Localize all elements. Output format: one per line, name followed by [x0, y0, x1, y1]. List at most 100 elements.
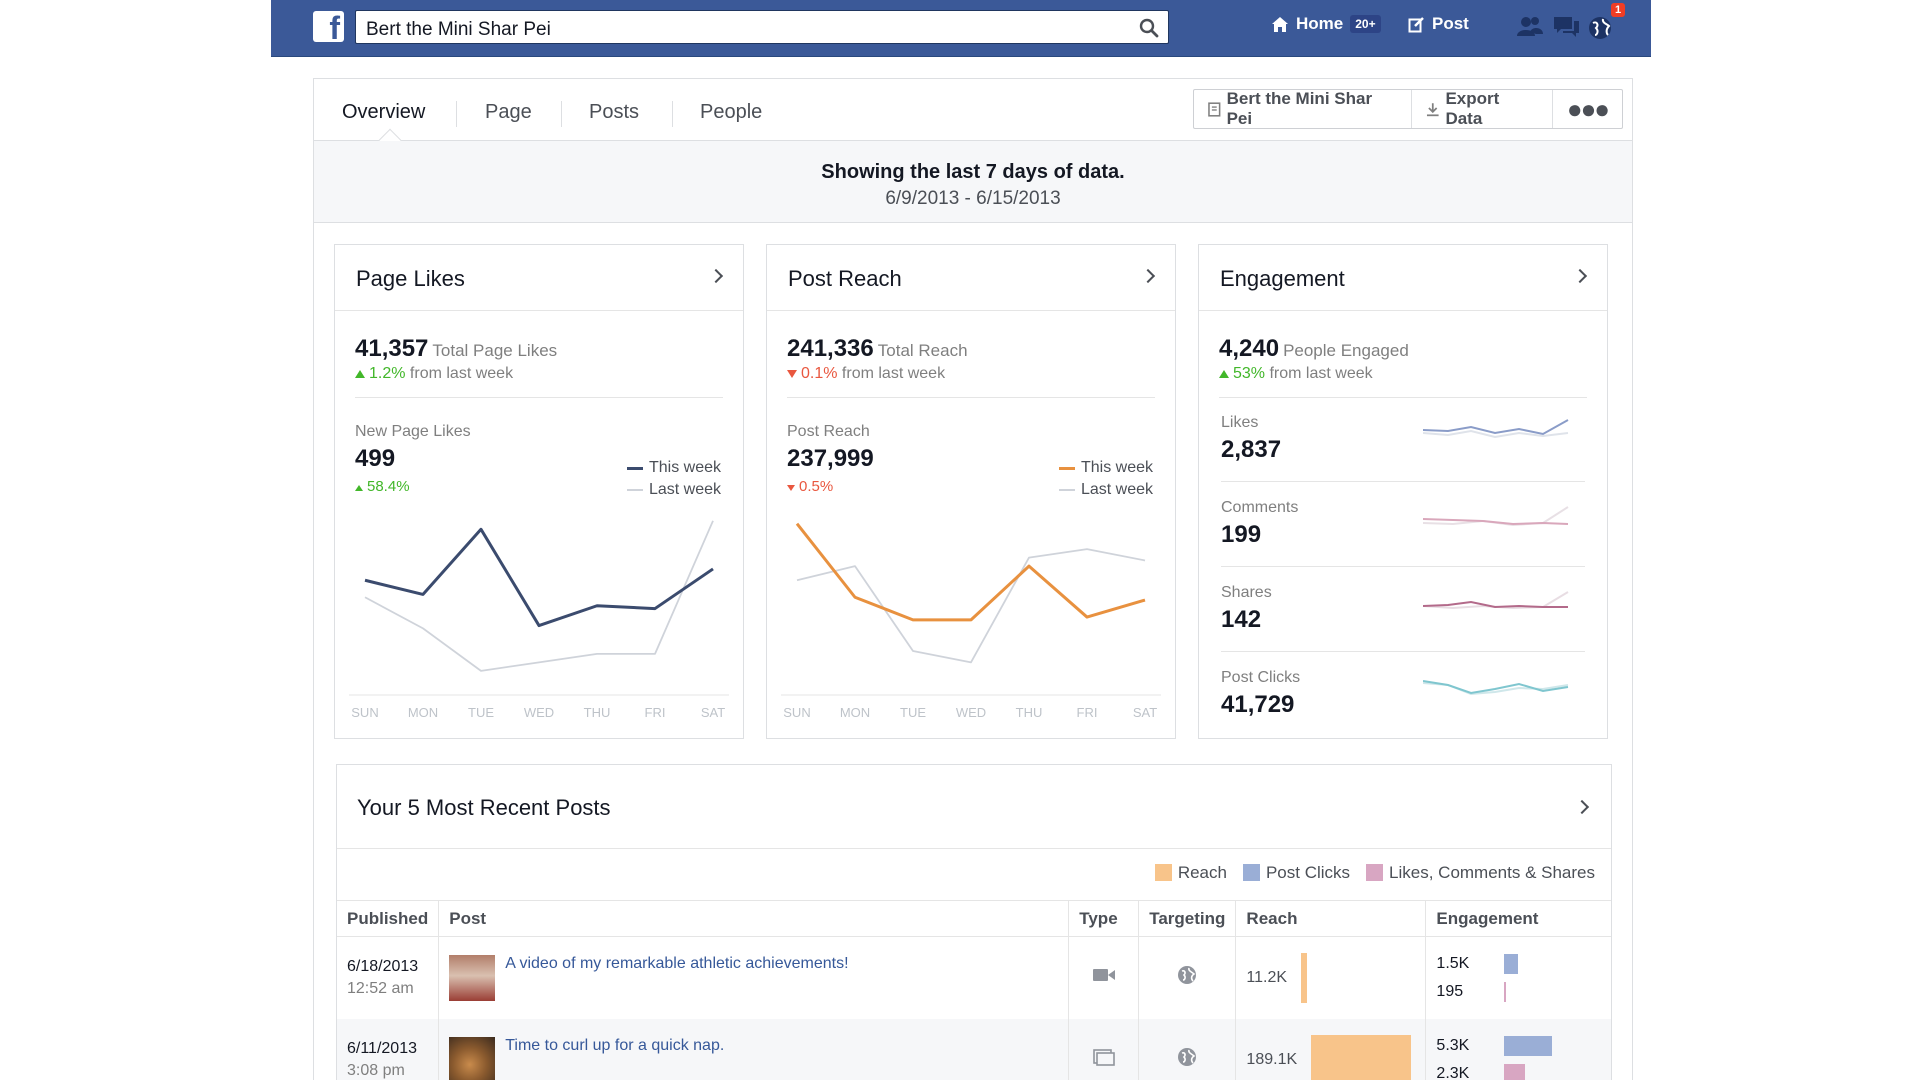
search-value: Bert the Mini Shar Pei — [366, 19, 551, 40]
notifications-globe-icon[interactable] — [1587, 14, 1615, 40]
insights-tabs: Overview Page Posts People Bert the Mini… — [314, 79, 1632, 152]
post-link[interactable]: Post — [1408, 14, 1469, 34]
home-label: Home — [1296, 14, 1344, 33]
chevron-right-icon[interactable] — [708, 268, 724, 284]
post-clicks-line: 5.3K — [1436, 1032, 1601, 1060]
tab-divider — [561, 101, 562, 127]
post-cell: Time to curl up for a quick nap. — [438, 1018, 1070, 1080]
card-title: Post Reach — [788, 266, 902, 291]
post-thumbnail[interactable] — [449, 954, 496, 1001]
post-reach-line-chart: SUN MON TUE WED THU FRI SAT — [781, 522, 1161, 720]
people-engaged: 4,240 People Engaged — [1219, 335, 1409, 363]
chevron-right-icon[interactable] — [1574, 799, 1590, 815]
column-header[interactable]: Reach — [1235, 900, 1427, 937]
post-reach-value: 237,999 — [787, 445, 874, 472]
engagement-row-likes[interactable]: Likes 2,837 — [1221, 398, 1585, 482]
chevron-right-icon[interactable] — [1572, 268, 1588, 284]
legend-swatch — [1058, 489, 1075, 491]
legend-swatch — [1366, 864, 1384, 881]
more-options-button[interactable]: ●●● — [1566, 94, 1610, 124]
metric-label: Comments — [1221, 499, 1299, 516]
page-likes-line-chart: SUN MON TUE WED THU FRI SAT — [349, 520, 729, 720]
post-clicks-bar — [1504, 953, 1518, 974]
shares-sparkline — [1423, 591, 1569, 610]
export-data-button[interactable]: Export Data — [1412, 89, 1553, 128]
up-arrow-icon — [1219, 370, 1229, 378]
post-reach-change: 0.5% — [787, 478, 833, 495]
friend-requests-icon[interactable] — [1516, 14, 1544, 40]
home-link[interactable]: Home 20+ — [1271, 14, 1381, 34]
lcs-value: 195 — [1436, 982, 1464, 1000]
tab-page[interactable]: Page — [485, 101, 532, 123]
up-arrow-icon — [355, 370, 365, 378]
legend-swatch — [626, 489, 643, 491]
facebook-logo-icon[interactable]: f — [313, 11, 344, 44]
page-likes-header[interactable]: Page Likes — [335, 245, 743, 311]
change-suffix: from last week — [841, 365, 946, 382]
metric-value: 199 — [1221, 521, 1262, 548]
search-input[interactable]: Bert the Mini Shar Pei — [355, 10, 1169, 44]
published-time: 3:08 pm — [347, 1061, 405, 1079]
x-tick-label: WED — [956, 705, 986, 720]
post-clicks-value: 5.3K — [1436, 1036, 1470, 1054]
metric-label: Shares — [1221, 584, 1272, 601]
tab-posts[interactable]: Posts — [589, 101, 640, 123]
reach-value: 11.2K — [1246, 968, 1288, 986]
card-title: Page Likes — [356, 266, 465, 291]
total-label: People Engaged — [1283, 341, 1409, 360]
reach-cell: 11.2K — [1235, 936, 1427, 1019]
last-week-line — [796, 548, 1146, 664]
divider — [355, 397, 723, 398]
legend-swatch — [1242, 864, 1260, 881]
x-tick-label: SAT — [701, 705, 725, 720]
change-value: 1.2% — [369, 365, 406, 382]
legend-likes-comments-shares: Likes, Comments & Shares — [1366, 863, 1595, 883]
column-header[interactable]: Published — [337, 900, 440, 937]
recent-posts-header[interactable]: Your 5 Most Recent Posts — [337, 765, 1611, 849]
video-icon — [1092, 969, 1115, 982]
post-reach-card: Post Reach 241,336 Total Reach 0.1% from … — [766, 244, 1176, 739]
legend-label: This week — [648, 459, 721, 476]
column-header[interactable]: Targeting — [1138, 900, 1237, 937]
type-cell — [1068, 936, 1140, 1019]
chevron-right-icon[interactable] — [1140, 268, 1156, 284]
post-thumbnail[interactable] — [449, 1036, 496, 1080]
globe-icon — [1178, 966, 1197, 985]
type-cell — [1068, 1018, 1140, 1080]
x-tick-label: SAT — [1133, 705, 1157, 720]
legend-label: This week — [1080, 459, 1153, 476]
change-suffix: from last week — [1269, 365, 1373, 382]
tab-people[interactable]: People — [700, 101, 763, 123]
post-link[interactable]: Time to curl up for a quick nap. — [505, 1036, 725, 1054]
legend-label: Post Clicks — [1265, 863, 1351, 882]
search-icon[interactable] — [1139, 18, 1159, 38]
messages-icon[interactable] — [1552, 14, 1580, 40]
change-value: 0.1% — [801, 365, 838, 382]
table-row: 6/11/2013 3:08 pm Time to curl up for a … — [337, 1018, 1611, 1080]
notification-count-badge: 1 — [1611, 3, 1626, 17]
lcs-line: 195 — [1436, 978, 1601, 1006]
post-reach-header[interactable]: Post Reach — [767, 245, 1175, 311]
legend-swatch — [626, 466, 643, 470]
recent-posts-title: Your 5 Most Recent Posts — [357, 795, 611, 820]
engagement-row-shares[interactable]: Shares 142 — [1221, 568, 1585, 652]
targeting-cell — [1138, 936, 1237, 1019]
down-arrow-icon — [787, 370, 797, 378]
page-icon — [1208, 101, 1221, 117]
page-button-label: Bert the Mini Shar Pei — [1226, 89, 1373, 128]
column-header[interactable]: Engagement — [1425, 900, 1611, 937]
column-header[interactable]: Type — [1068, 900, 1140, 937]
published-date: 6/11/2013 — [347, 1039, 417, 1057]
total-value: 241,336 — [787, 335, 874, 362]
page-button[interactable]: Bert the Mini Shar Pei — [1194, 89, 1412, 128]
comments-sparkline — [1423, 506, 1569, 527]
engagement-header[interactable]: Engagement — [1199, 245, 1607, 311]
engagement-row-post-clicks[interactable]: Post Clicks 41,729 — [1221, 653, 1585, 737]
tab-overview[interactable]: Overview — [342, 101, 426, 123]
total-value: 41,357 — [355, 335, 429, 362]
engagement-row-comments[interactable]: Comments 199 — [1221, 483, 1585, 567]
post-link[interactable]: A video of my remarkable athletic achiev… — [505, 954, 849, 972]
column-header[interactable]: Post — [438, 900, 1070, 937]
reach-value: 189.1K — [1246, 1050, 1298, 1068]
legend-label: Last week — [648, 481, 721, 498]
